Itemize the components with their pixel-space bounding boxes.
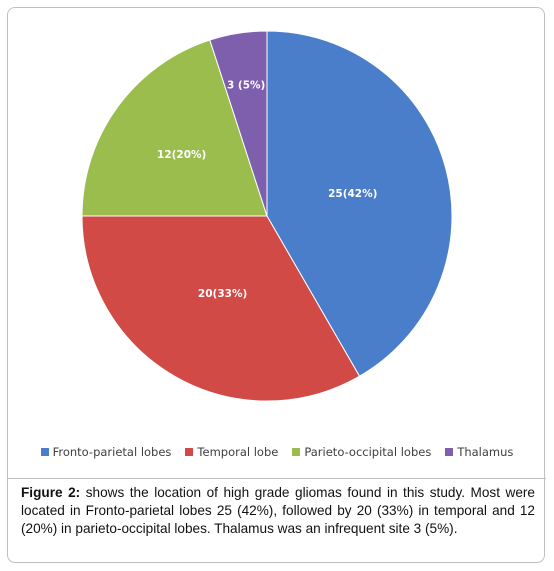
pie-slice-label-2: 12(20%) [157, 149, 206, 161]
legend-swatch-1 [185, 448, 194, 456]
legend-item-3: Thalamus [445, 445, 513, 459]
legend-label-0: Fronto-parietal lobes [52, 445, 172, 459]
pie-slice-label-0: 25(42%) [328, 188, 377, 200]
pie-chart-svg: 25(42%) 20(33%) 12(20%) 3 (5%) [81, 30, 453, 402]
pie-slice-1 [81, 215, 361, 402]
legend-item-0: Fronto-parietal lobes [40, 445, 172, 459]
chart-legend: Fronto-parietal lobes Temporal lobe Pariet… [8, 445, 546, 459]
legend-swatch-2 [292, 448, 301, 456]
pie-slice-label-1: 20(33%) [198, 288, 247, 300]
figure-frame: 25(42%) 20(33%) 12(20%) 3 (5%) Fronto-parie… [7, 7, 546, 563]
pie-slice-3 [209, 30, 268, 217]
legend-swatch-0 [40, 448, 49, 456]
pie-slice-label-3: 3 (5%) [227, 79, 265, 91]
pie-slice-2 [81, 39, 268, 217]
legend-item-1: Temporal lobe [185, 445, 278, 459]
figure-caption: Figure 2: shows the location of high gra… [21, 484, 535, 538]
caption-label: Figure 2: [21, 485, 81, 500]
caption-text: shows the location of high grade gliomas… [21, 485, 535, 536]
pie-slice-0 [266, 30, 453, 377]
legend-label-2: Parieto-occipital lobes [304, 445, 432, 459]
pie-chart: 25(42%) 20(33%) 12(20%) 3 (5%) [8, 8, 546, 476]
legend-label-3: Thalamus [457, 445, 514, 459]
legend-label-1: Temporal lobe [197, 445, 279, 459]
legend-item-2: Parieto-occipital lobes [292, 445, 431, 459]
caption-divider [8, 478, 546, 479]
legend-swatch-3 [445, 448, 454, 456]
